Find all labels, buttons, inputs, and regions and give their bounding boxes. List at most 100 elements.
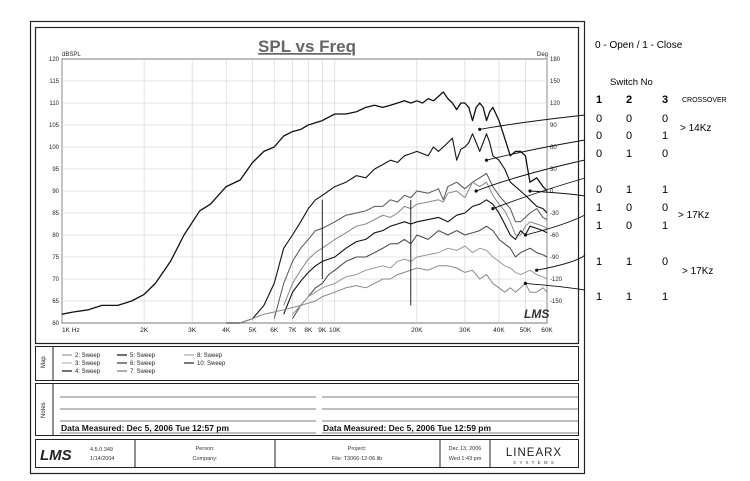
y-tick-label-right: -30	[550, 211, 559, 217]
leader-dot	[523, 281, 528, 285]
series-line	[292, 225, 548, 319]
legend-label: 7: Sweep	[130, 369, 156, 375]
series-lines	[61, 91, 548, 324]
y-tick-label-right: 0	[550, 189, 554, 195]
legend-label: 8: Sweep	[197, 353, 223, 359]
switch-value: 0	[596, 148, 603, 160]
footer-brand: LINEARX	[506, 447, 562, 459]
y-tick-label-left: 80	[52, 233, 59, 239]
leader-line	[476, 159, 586, 192]
footer-person-label: Person:	[196, 446, 215, 452]
y-tick-label-right: 60	[550, 145, 557, 151]
series-line	[240, 265, 548, 324]
leader-line	[492, 177, 586, 210]
leader-line	[525, 282, 586, 291]
y-tick-label-left: 75	[52, 255, 59, 261]
y-tick-label-left: 60	[52, 321, 59, 327]
leader-line	[525, 214, 586, 236]
group-label-1: > 14Kz	[680, 123, 712, 134]
notes-section-label: Notes	[41, 402, 47, 418]
x-tick-labels: 1K Hz 2K 3K 4K 5K 6K 7K 8K 9K 10K 20K 30K 40K 50K 60K	[62, 327, 553, 334]
x-tick-label: 3K	[188, 327, 197, 334]
y-tick-label-right: 180	[550, 57, 561, 63]
y-tick-label-left: 100	[49, 145, 60, 151]
series-line	[226, 133, 548, 324]
switch-value: 1	[662, 291, 669, 303]
switch-value: 0	[662, 148, 669, 160]
leader-dot	[523, 233, 528, 237]
switch-value: 0	[662, 113, 669, 125]
y-tick-label-left: 70	[52, 277, 59, 283]
series-line	[273, 172, 548, 319]
y-tick-label-left: 85	[52, 211, 59, 217]
x-tick-label: 10K	[329, 327, 341, 334]
legend-label: 2: Sweep	[75, 353, 101, 359]
x-tick-label: 8K	[304, 327, 313, 334]
switch-value: 0	[596, 113, 603, 125]
switch-value: 1	[626, 184, 633, 196]
switch-col-1: 1	[596, 94, 603, 106]
y-tick-label-right: 120	[550, 101, 561, 107]
switch-no-label: Switch No	[610, 77, 653, 88]
y-tick-label-left: 65	[52, 299, 59, 305]
legend: 2: Sweep 3: Sweep 4: Sweep 5: Sweep 6: Sweep…	[62, 353, 226, 375]
legend-label: 3: Sweep	[75, 361, 101, 367]
legend-label: 5: Sweep	[130, 353, 156, 359]
annotation-lines	[321, 114, 586, 306]
leader-line	[479, 114, 586, 130]
y-tick-label-right: 90	[550, 123, 557, 129]
leader-dot	[491, 207, 495, 211]
data-measured-left: Data Measured: Dec 5, 2006 Tue 12:57 pm	[61, 423, 229, 433]
y-tick-label-left: 120	[49, 57, 60, 63]
switch-value: 1	[596, 202, 603, 214]
footer-version: 4.5.0.349	[90, 447, 113, 453]
x-tick-label: 4K	[222, 327, 231, 334]
y-tick-label-left: 115	[49, 79, 59, 85]
switch-value: 0	[626, 220, 633, 232]
x-tick-label: 30K	[459, 327, 471, 334]
footer-date: Dec 13, 2006	[449, 446, 482, 452]
leader-dot	[484, 158, 489, 162]
switch-value: 1	[596, 256, 603, 268]
data-measured-right: Data Measured: Dec 5, 2006 Tue 12:59 pm	[323, 423, 491, 433]
legend-label: 10: Sweep	[197, 361, 226, 367]
footer-project-label: Project:	[348, 446, 367, 452]
switch-value: 0	[596, 184, 603, 196]
report-frame	[29, 20, 586, 475]
footer-project-file: File: T3066-12-06.lib	[332, 456, 382, 462]
y-tick-label-right: -120	[550, 277, 563, 283]
series-line	[283, 199, 548, 315]
leader-line	[536, 254, 586, 271]
y-tick-labels-right: -150 -120 -90 -60 -30 0 30 60 90 120 150 180	[550, 57, 563, 305]
leader-line	[486, 139, 586, 161]
y-axis-left-label: dBSPL	[62, 52, 81, 58]
y-tick-labels-left: 60 65 70 75 80 85 90 95 100 105 110 115 120	[49, 57, 60, 327]
notes-section	[35, 383, 579, 436]
group-label-3: > 17Kz	[682, 266, 714, 277]
y-tick-label-left: 95	[52, 167, 59, 173]
x-tick-label: 60K	[541, 327, 553, 334]
series-line	[283, 181, 548, 306]
x-tick-label: 2K	[140, 327, 149, 334]
footer-logo: LMS	[40, 447, 72, 464]
series-line	[61, 91, 548, 315]
notes-lines	[60, 396, 578, 434]
footer	[35, 439, 579, 468]
y-tick-label-left: 110	[49, 101, 59, 107]
open-close-legend: 0 - Open / 1 - Close	[595, 40, 683, 51]
y-tick-label-right: -90	[550, 255, 559, 261]
switch-value: 1	[596, 220, 603, 232]
leader-dot	[478, 127, 482, 131]
chart-title: SPL vs Freq	[258, 37, 356, 56]
switch-value: 0	[662, 256, 669, 268]
switch-value: 0	[596, 130, 603, 142]
leader-line	[529, 190, 586, 197]
switch-col-2: 2	[626, 94, 633, 106]
series-line	[292, 245, 548, 315]
legend-label: 4: Sweep	[75, 369, 101, 375]
switch-value: 1	[662, 130, 669, 142]
x-tick-label: 9K	[318, 327, 327, 334]
y-tick-label-left: 90	[52, 189, 59, 195]
y-axis-right-label: Deg	[537, 52, 548, 58]
footer-version-date: 1/14/2004	[90, 456, 114, 462]
